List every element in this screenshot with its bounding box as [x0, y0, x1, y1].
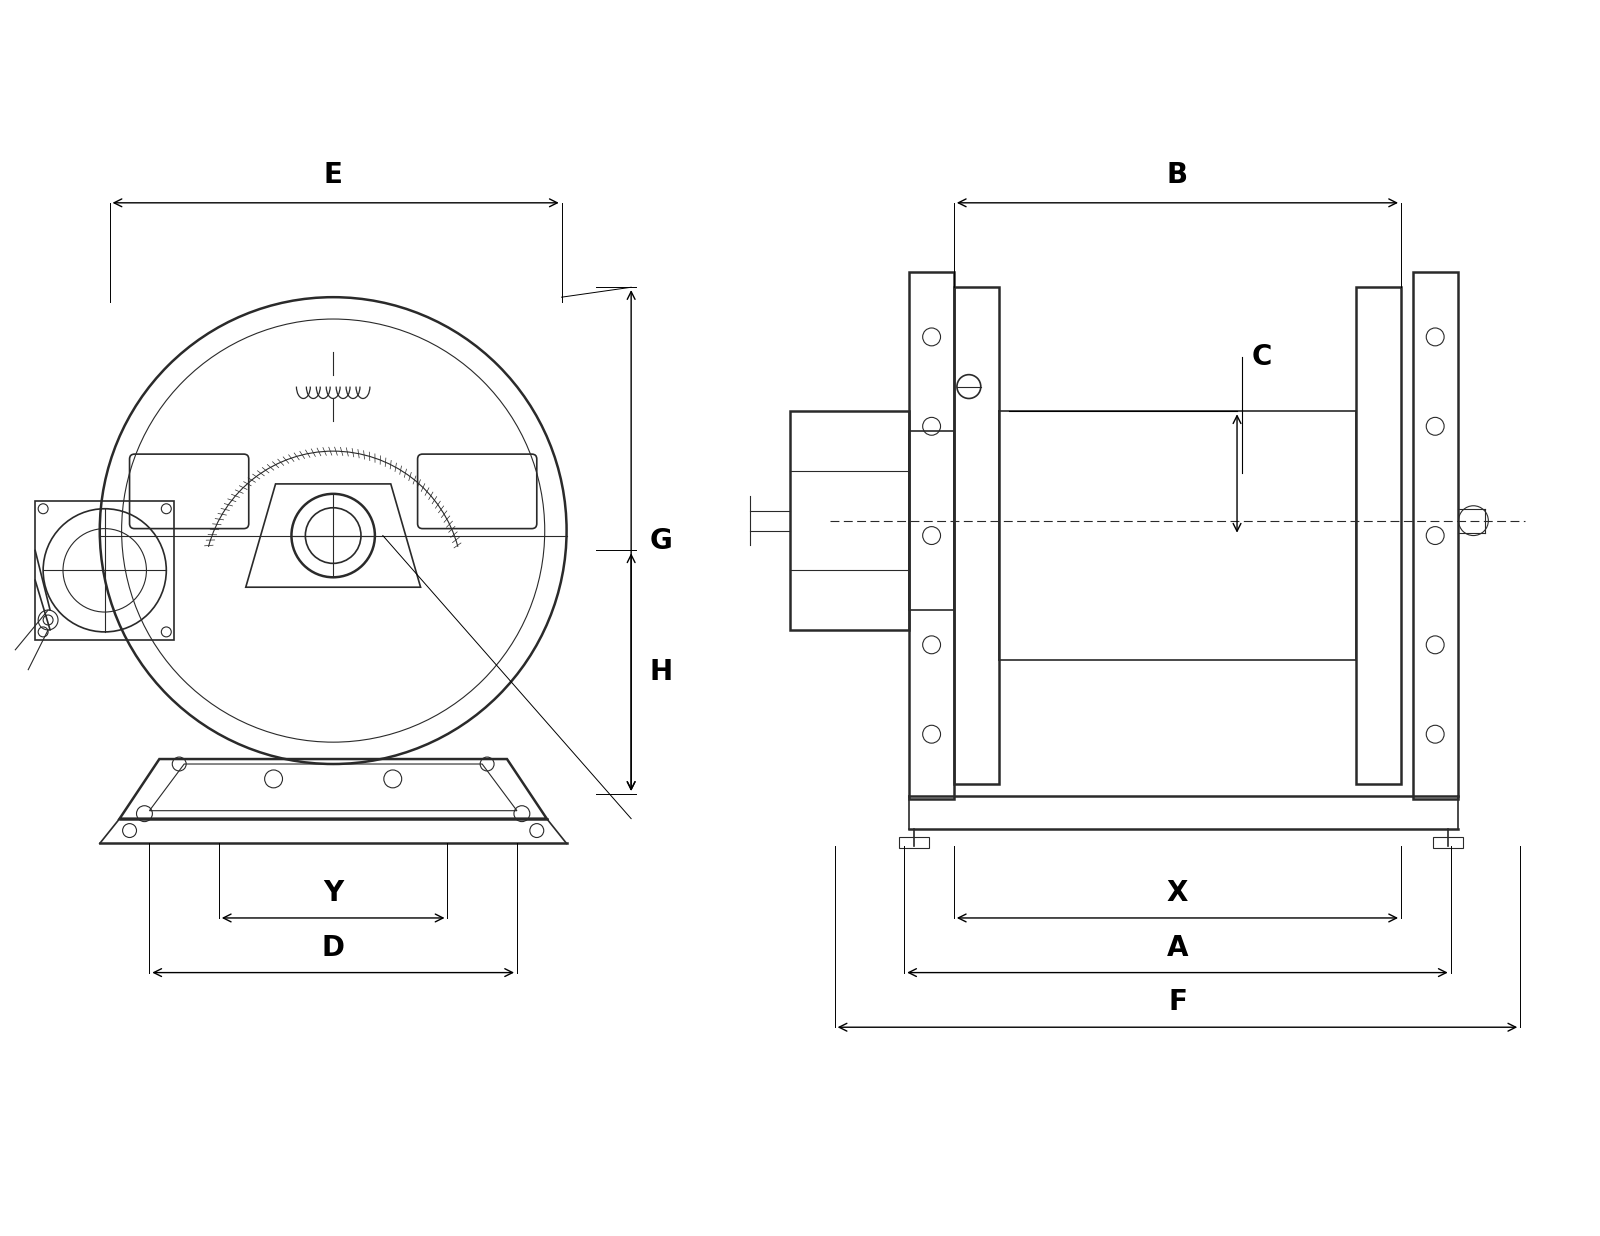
Bar: [909, 431, 954, 611]
Bar: [35, 501, 174, 640]
Text: B: B: [1166, 161, 1189, 189]
Bar: [909, 272, 954, 798]
Bar: [790, 412, 909, 630]
Bar: [1432, 837, 1462, 848]
Text: A: A: [1166, 933, 1189, 962]
Text: D: D: [322, 933, 344, 962]
Bar: [899, 837, 930, 848]
Bar: [1413, 272, 1458, 798]
Text: G: G: [650, 527, 672, 555]
Bar: [954, 287, 998, 784]
Text: E: E: [323, 161, 342, 189]
Text: X: X: [1166, 879, 1189, 907]
Text: H: H: [650, 658, 672, 686]
Text: Y: Y: [323, 879, 344, 907]
Bar: [1357, 287, 1402, 784]
Text: F: F: [1168, 989, 1187, 1016]
Text: C: C: [1251, 342, 1272, 371]
